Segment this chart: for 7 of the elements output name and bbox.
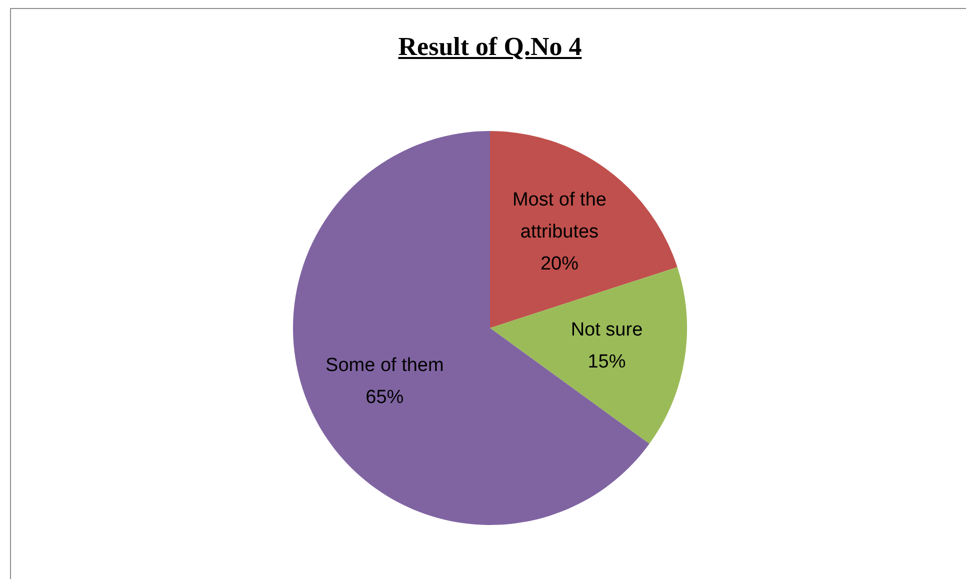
data-label: 15% (588, 352, 626, 373)
slice-label: Not sure (570, 320, 643, 341)
slice-label: Most of the attributes (512, 190, 606, 243)
slice-label: Some of them (326, 354, 444, 376)
data-label: 65% (366, 386, 404, 408)
data-label: 20% (540, 254, 579, 275)
chart-title: Result of Q.No 4 (397, 32, 583, 62)
